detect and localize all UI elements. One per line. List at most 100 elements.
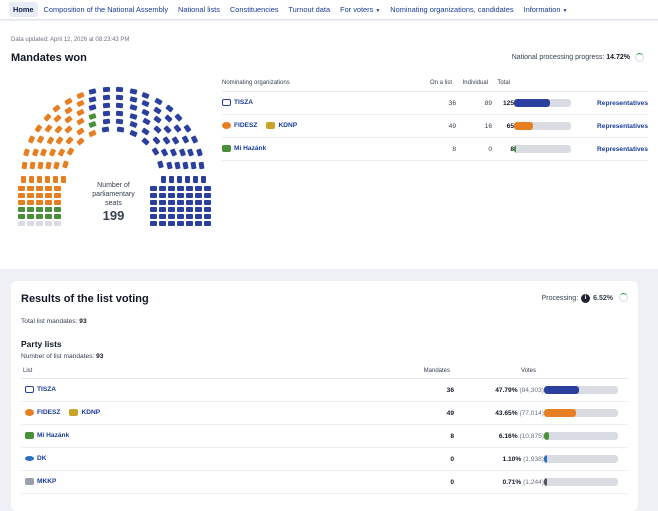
processing-label: Processing:	[541, 295, 579, 302]
parliament-seat	[157, 160, 165, 169]
parliament-seat	[27, 186, 34, 191]
parliament-seat	[168, 186, 175, 191]
parliament-seat	[177, 200, 184, 205]
representatives-link[interactable]: Representatives	[578, 91, 648, 115]
parliament-seat	[195, 186, 202, 191]
list-mi-hazank[interactable]: Mi Hazánk	[25, 431, 69, 439]
list-fidesz[interactable]: FIDESZ KDNP	[25, 408, 100, 416]
parliament-seat	[195, 214, 202, 219]
on-list-value: 36	[412, 91, 456, 115]
parliament-seat	[45, 186, 52, 191]
parliament-seat	[45, 200, 52, 205]
parliament-seat	[52, 104, 62, 113]
progress-ring-icon	[635, 53, 644, 62]
parliament-seat	[176, 175, 182, 183]
parliament-seat	[116, 94, 124, 101]
parliament-seat	[87, 129, 97, 138]
nav-constituencies[interactable]: Constituencies	[229, 5, 279, 14]
parliament-seat	[129, 129, 138, 138]
party-name: DK	[37, 455, 47, 462]
nav-for-voters[interactable]: For voters ▼	[340, 5, 380, 14]
col-vote-bar	[544, 368, 628, 379]
nav-information[interactable]: Information ▼	[524, 5, 568, 14]
party-tisza[interactable]: TISZA	[222, 98, 253, 106]
parliament-seat	[36, 193, 43, 198]
kdnp-logo-icon	[69, 408, 79, 416]
list-dk[interactable]: DK	[25, 455, 47, 462]
party-fidesz[interactable]: FIDESZ KDNP	[222, 121, 297, 129]
parliament-seat	[190, 161, 197, 170]
vote-count: (84,303)	[519, 386, 544, 394]
nav-turnout[interactable]: Turnout data	[288, 5, 331, 14]
vote-count: (77,014)	[519, 409, 544, 417]
vote-bar	[544, 478, 618, 486]
parliament-seat	[75, 127, 85, 136]
parliament-seat	[195, 207, 202, 212]
representatives-link[interactable]: Representatives	[578, 114, 648, 138]
progress-ring-icon	[619, 293, 628, 302]
mkkp-logo-icon	[25, 477, 34, 485]
parliament-seat	[168, 221, 175, 226]
representatives-link[interactable]: Representatives	[578, 137, 648, 161]
info-icon[interactable]: i	[581, 294, 591, 303]
nav-composition[interactable]: Composition of the National Assembly	[43, 5, 169, 14]
nav-home[interactable]: Home	[9, 2, 38, 17]
vote-bar	[544, 432, 618, 440]
parliament-seat	[23, 148, 31, 157]
parliament-seat	[168, 175, 174, 183]
vote-count: (10,875)	[519, 432, 544, 440]
vote-percent: 1.10%	[502, 455, 522, 463]
parliament-seat	[54, 193, 61, 198]
parliament-seat	[162, 135, 171, 145]
total-value: 8	[492, 137, 514, 161]
parliament-seat	[27, 193, 34, 198]
nav-national-lists[interactable]: National lists	[178, 5, 220, 14]
list-mkkp[interactable]: MKKP	[25, 477, 56, 485]
party-mi-hazank[interactable]: Mi Hazánk	[222, 144, 267, 152]
parliament-seat	[150, 221, 157, 226]
parliament-seat	[177, 207, 184, 212]
parliament-seat	[36, 221, 43, 226]
parliament-seat	[186, 207, 193, 212]
parliament-seat	[190, 135, 198, 145]
parliament-seat	[88, 96, 97, 103]
parliament-seat	[102, 110, 110, 117]
parliament-seat	[129, 88, 137, 95]
parliament-seat	[75, 137, 85, 146]
parliament-seat	[88, 121, 97, 129]
parliament-seat	[102, 86, 110, 93]
parliament-seat	[18, 193, 25, 198]
mandates-title: Mandates won	[11, 52, 87, 64]
parliament-seat	[64, 125, 74, 135]
parliament-seat	[129, 104, 138, 112]
list-tisza[interactable]: TISZA	[25, 385, 57, 393]
parliament-seat	[88, 112, 97, 120]
share-bar	[514, 145, 571, 153]
parliament-seat	[186, 186, 193, 191]
parliament-seat	[169, 147, 177, 157]
col-bar	[514, 80, 578, 92]
parliament-seat	[55, 135, 64, 145]
parliament-seat	[63, 106, 73, 115]
parliament-seat	[27, 200, 34, 205]
parliament-seat	[150, 214, 157, 219]
vote-percent: 0.71%	[502, 478, 522, 486]
table-row: TISZA 36 89 125 Representatives	[222, 91, 648, 115]
nav-nominating[interactable]: Nominating organizations, candidates	[390, 5, 514, 14]
nav-information-label: Information	[523, 5, 561, 14]
parliament-seats-label: Number of parliamentary seats	[92, 182, 135, 207]
parliament-seat	[152, 136, 161, 145]
parliament-seat	[27, 221, 34, 226]
parliament-seat	[159, 186, 166, 191]
col-total: Total	[492, 80, 514, 92]
vote-count: (1,244)	[523, 478, 544, 486]
parliament-seat	[129, 121, 138, 129]
party-name: TISZA	[37, 385, 57, 393]
parliament-seat	[116, 110, 124, 117]
parliament-seat	[153, 115, 162, 125]
parliament-seat	[168, 214, 175, 219]
parliament-seat	[141, 137, 151, 146]
share-bar-fill	[514, 99, 550, 107]
party-name: Mi Hazánk	[234, 144, 267, 152]
party-lists-table: List Mandates Votes TISZA 36 47.79% (84,…	[21, 368, 628, 494]
